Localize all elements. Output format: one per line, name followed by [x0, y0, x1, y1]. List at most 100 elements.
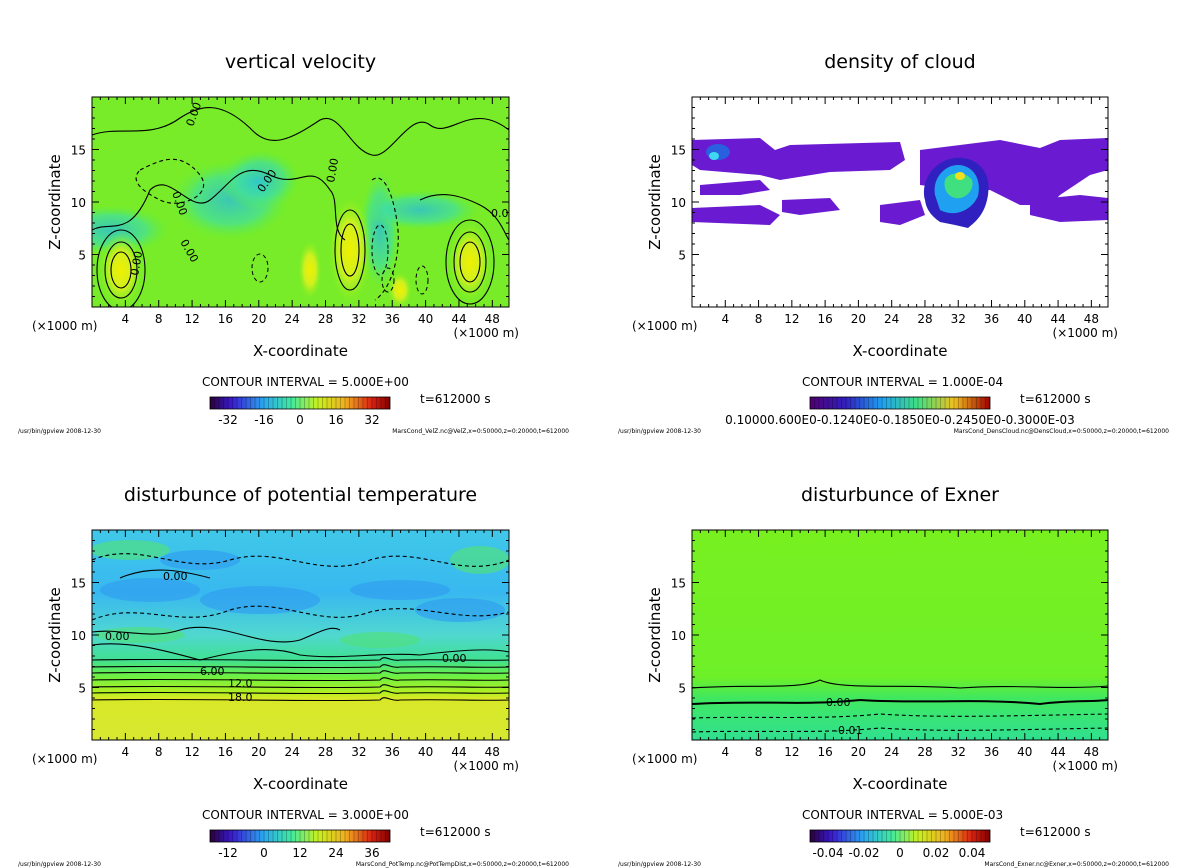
x-tick-label: 36: [385, 312, 400, 326]
contour-line: [419, 194, 509, 241]
y-tick-label: 15: [71, 144, 86, 158]
x-tick-label: 28: [917, 745, 932, 759]
x-tick-label: 20: [851, 745, 866, 759]
x-tick-label: 12: [184, 745, 199, 759]
x-tick-label: 44: [1050, 312, 1065, 326]
cloud-region: [700, 180, 770, 195]
x-tick-label: 20: [251, 745, 266, 759]
x-tick-label: 40: [418, 312, 433, 326]
x-tick-label: 40: [418, 745, 433, 759]
contour-line: [110, 251, 132, 289]
y-tick-label: 10: [71, 629, 86, 643]
x-axis-label: X-coordinate: [853, 775, 948, 793]
contour-line: [340, 223, 360, 277]
x-tick-label: 28: [318, 312, 333, 326]
y-tick-label: 5: [78, 682, 86, 696]
chart-title: disturbunce of Exner: [801, 484, 999, 506]
contour-line: [92, 684, 509, 689]
contour-line: [459, 241, 481, 283]
x-tick-label: 8: [155, 312, 163, 326]
contour-interval: CONTOUR INTERVAL = 5.000E-03: [802, 808, 1003, 822]
x-unit-right: (×1000 m): [1053, 326, 1118, 340]
colorbar-tick-label: 32: [364, 413, 379, 427]
x-tick-label: 48: [1084, 745, 1099, 759]
colorbar-tick-label: 12: [292, 846, 307, 860]
contour-line: [119, 569, 211, 579]
x-axis-label: X-coordinate: [853, 342, 948, 360]
contour-line: [92, 553, 509, 567]
x-tick-label: 20: [251, 312, 266, 326]
x-tick-label: 20: [851, 312, 866, 326]
cloud-tower-peak: [955, 172, 965, 180]
x-tick-label: 16: [218, 745, 233, 759]
cold-region: [415, 598, 505, 622]
footer-left: /usr/bin/gpview 2008-12-30: [18, 428, 101, 435]
colorbar: 0.10000.600E0-0.1240E0-0.1850E0-0.2450E0…: [725, 396, 1075, 427]
plot-field: [692, 97, 1108, 307]
x-tick-label: 16: [218, 312, 233, 326]
contour-interval: CONTOUR INTERVAL = 5.000E+00: [202, 375, 409, 389]
chart-title: vertical velocity: [225, 51, 376, 73]
cloud-core: [709, 152, 719, 160]
colorbar-tick-label: -0.02: [848, 846, 879, 860]
warm-region: [340, 632, 420, 648]
colorbar-tick-label: 24: [328, 846, 343, 860]
cold-region: [100, 578, 200, 602]
x-tick-label: 24: [285, 745, 300, 759]
x-tick-label: 32: [951, 745, 966, 759]
x-unit-left: (×1000 m): [632, 319, 697, 333]
contour-line: [92, 697, 509, 702]
updraft-region: [298, 240, 322, 300]
contour-label: 0.00: [442, 652, 467, 665]
cloud-region: [782, 198, 840, 215]
x-tick-label: 32: [951, 312, 966, 326]
x-tick-label: 24: [884, 745, 899, 759]
contour-line-negative: [381, 267, 395, 293]
contour-label: -0.01: [834, 724, 862, 737]
time-label: t=612000 s: [420, 392, 491, 406]
colorbar-tick-label: 0: [896, 846, 904, 860]
cloud-region: [692, 205, 780, 225]
warm-region: [95, 627, 185, 643]
x-tick-label: 8: [755, 745, 763, 759]
field-background: [692, 530, 1108, 740]
colorbar-tick-label: 0.02: [923, 846, 950, 860]
x-tick-label: 16: [817, 745, 832, 759]
colorbar-tick-label: 0: [260, 846, 268, 860]
x-tick-label: 12: [784, 745, 799, 759]
x-unit-left: (×1000 m): [32, 319, 97, 333]
x-unit-left: (×1000 m): [32, 752, 97, 766]
y-tick-label: 5: [678, 249, 686, 263]
footer-left: /usr/bin/gpview 2008-12-30: [618, 861, 701, 868]
contour-line: [371, 177, 399, 301]
time-label: t=612000 s: [1020, 392, 1091, 406]
contour-line: [334, 209, 366, 291]
x-axis-label: X-coordinate: [253, 342, 348, 360]
y-tick-label: 10: [71, 196, 86, 210]
time-label: t=612000 s: [420, 825, 491, 839]
cold-region: [160, 550, 240, 570]
chart-title: density of cloud: [824, 51, 976, 73]
cold-region: [350, 580, 450, 600]
x-tick-label: 32: [351, 312, 366, 326]
contour-line: [104, 241, 138, 299]
downdraft-region: [360, 190, 480, 230]
contour-line: [692, 698, 1108, 706]
colorbar: -0.04 -0.02 0 0.02 0.04: [809, 829, 991, 860]
contour-interval: CONTOUR INTERVAL = 3.000E+00: [202, 808, 409, 822]
contour-line: [96, 229, 146, 307]
x-tick-label: 8: [155, 745, 163, 759]
contour-label: 0.00: [128, 250, 145, 276]
contour-line: [92, 690, 509, 695]
contour-line: [135, 158, 205, 204]
colorbar-tick-label: 36: [364, 846, 379, 860]
contour-line: [692, 727, 1108, 733]
y-axis-label: Z-coordinate: [46, 154, 64, 249]
warm-region: [92, 540, 170, 560]
contour-line: [92, 677, 509, 682]
contour-line-negative: [371, 224, 389, 276]
warm-region: [450, 546, 509, 574]
x-tick-label: 24: [285, 312, 300, 326]
cloud-tower-core: [944, 173, 973, 199]
